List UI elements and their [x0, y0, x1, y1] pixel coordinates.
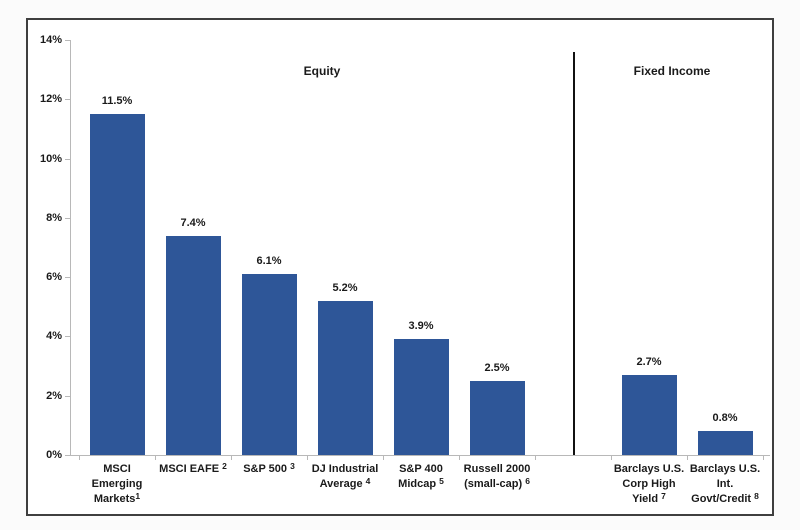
- bar-category-label: Barclays U.S. Corp High Yield 7: [613, 463, 685, 505]
- x-axis-tick: [459, 456, 460, 460]
- x-axis-tick: [231, 456, 232, 460]
- x-axis-tick: [79, 456, 80, 460]
- bar-value-label: 0.8%: [712, 412, 738, 424]
- y-axis-tick: [65, 277, 70, 279]
- y-axis-tick: [65, 336, 70, 338]
- bar: [698, 431, 753, 455]
- y-axis-tick: [65, 99, 70, 101]
- bar: [622, 375, 677, 455]
- y-axis-tick-label: 10%: [39, 152, 62, 165]
- y-axis-tick: [65, 40, 70, 41]
- y-axis-tick: [65, 455, 70, 456]
- y-axis-line: [70, 40, 71, 455]
- y-axis-tick-label: 2%: [46, 389, 62, 402]
- x-axis-tick: [611, 456, 612, 460]
- bar: [470, 381, 525, 455]
- bar-value-label: 3.9%: [408, 320, 434, 332]
- bar: [318, 301, 373, 455]
- x-axis-tick: [383, 456, 384, 460]
- x-axis-tick: [155, 456, 156, 460]
- bar-value-label: 2.7%: [636, 356, 662, 368]
- bar-value-label: 6.1%: [256, 255, 282, 267]
- bar-value-label: 11.5%: [101, 95, 133, 107]
- y-axis-tick: [65, 217, 70, 219]
- y-axis-tick-label: 12%: [39, 93, 62, 106]
- section-label-fixed-income: Fixed Income: [633, 64, 711, 78]
- bar-value-label: 7.4%: [180, 217, 206, 229]
- y-axis-tick-label: 0%: [46, 449, 62, 461]
- y-axis-tick-label: 6%: [46, 271, 62, 284]
- bar-category-label: S&P 500 3: [243, 461, 295, 475]
- x-axis-tick: [307, 456, 308, 460]
- y-axis-tick-label: 4%: [46, 330, 62, 343]
- bar-category-label: MSCI EAFE 2: [159, 461, 227, 475]
- bar: [242, 274, 297, 455]
- x-axis-tick: [535, 456, 536, 460]
- bar-value-label: 5.2%: [332, 282, 358, 294]
- bar: [394, 339, 449, 455]
- bar-category-label: Russell 2000 (small-cap) 6: [463, 463, 531, 490]
- bar-value-label: 2.5%: [484, 362, 510, 374]
- bar-category-label: Barclays U.S. Int. Govt/Credit 8: [689, 463, 761, 505]
- x-axis-line: [70, 455, 770, 456]
- bar: [166, 236, 221, 455]
- y-axis-tick-label: 8%: [46, 211, 62, 224]
- bar: [90, 114, 145, 455]
- group-divider-line: [573, 52, 575, 455]
- bar-category-label: MSCI Emerging Markets1: [91, 463, 143, 505]
- y-axis-tick: [65, 158, 70, 160]
- y-axis-tick-label: 14%: [39, 34, 62, 46]
- y-axis-tick: [65, 395, 70, 397]
- section-label-equity: Equity: [303, 64, 341, 78]
- bar-category-label: DJ Industrial Average 4: [311, 463, 379, 490]
- bar-category-label: S&P 400 Midcap 5: [398, 463, 444, 490]
- x-axis-tick: [763, 456, 764, 460]
- x-axis-tick: [687, 456, 688, 460]
